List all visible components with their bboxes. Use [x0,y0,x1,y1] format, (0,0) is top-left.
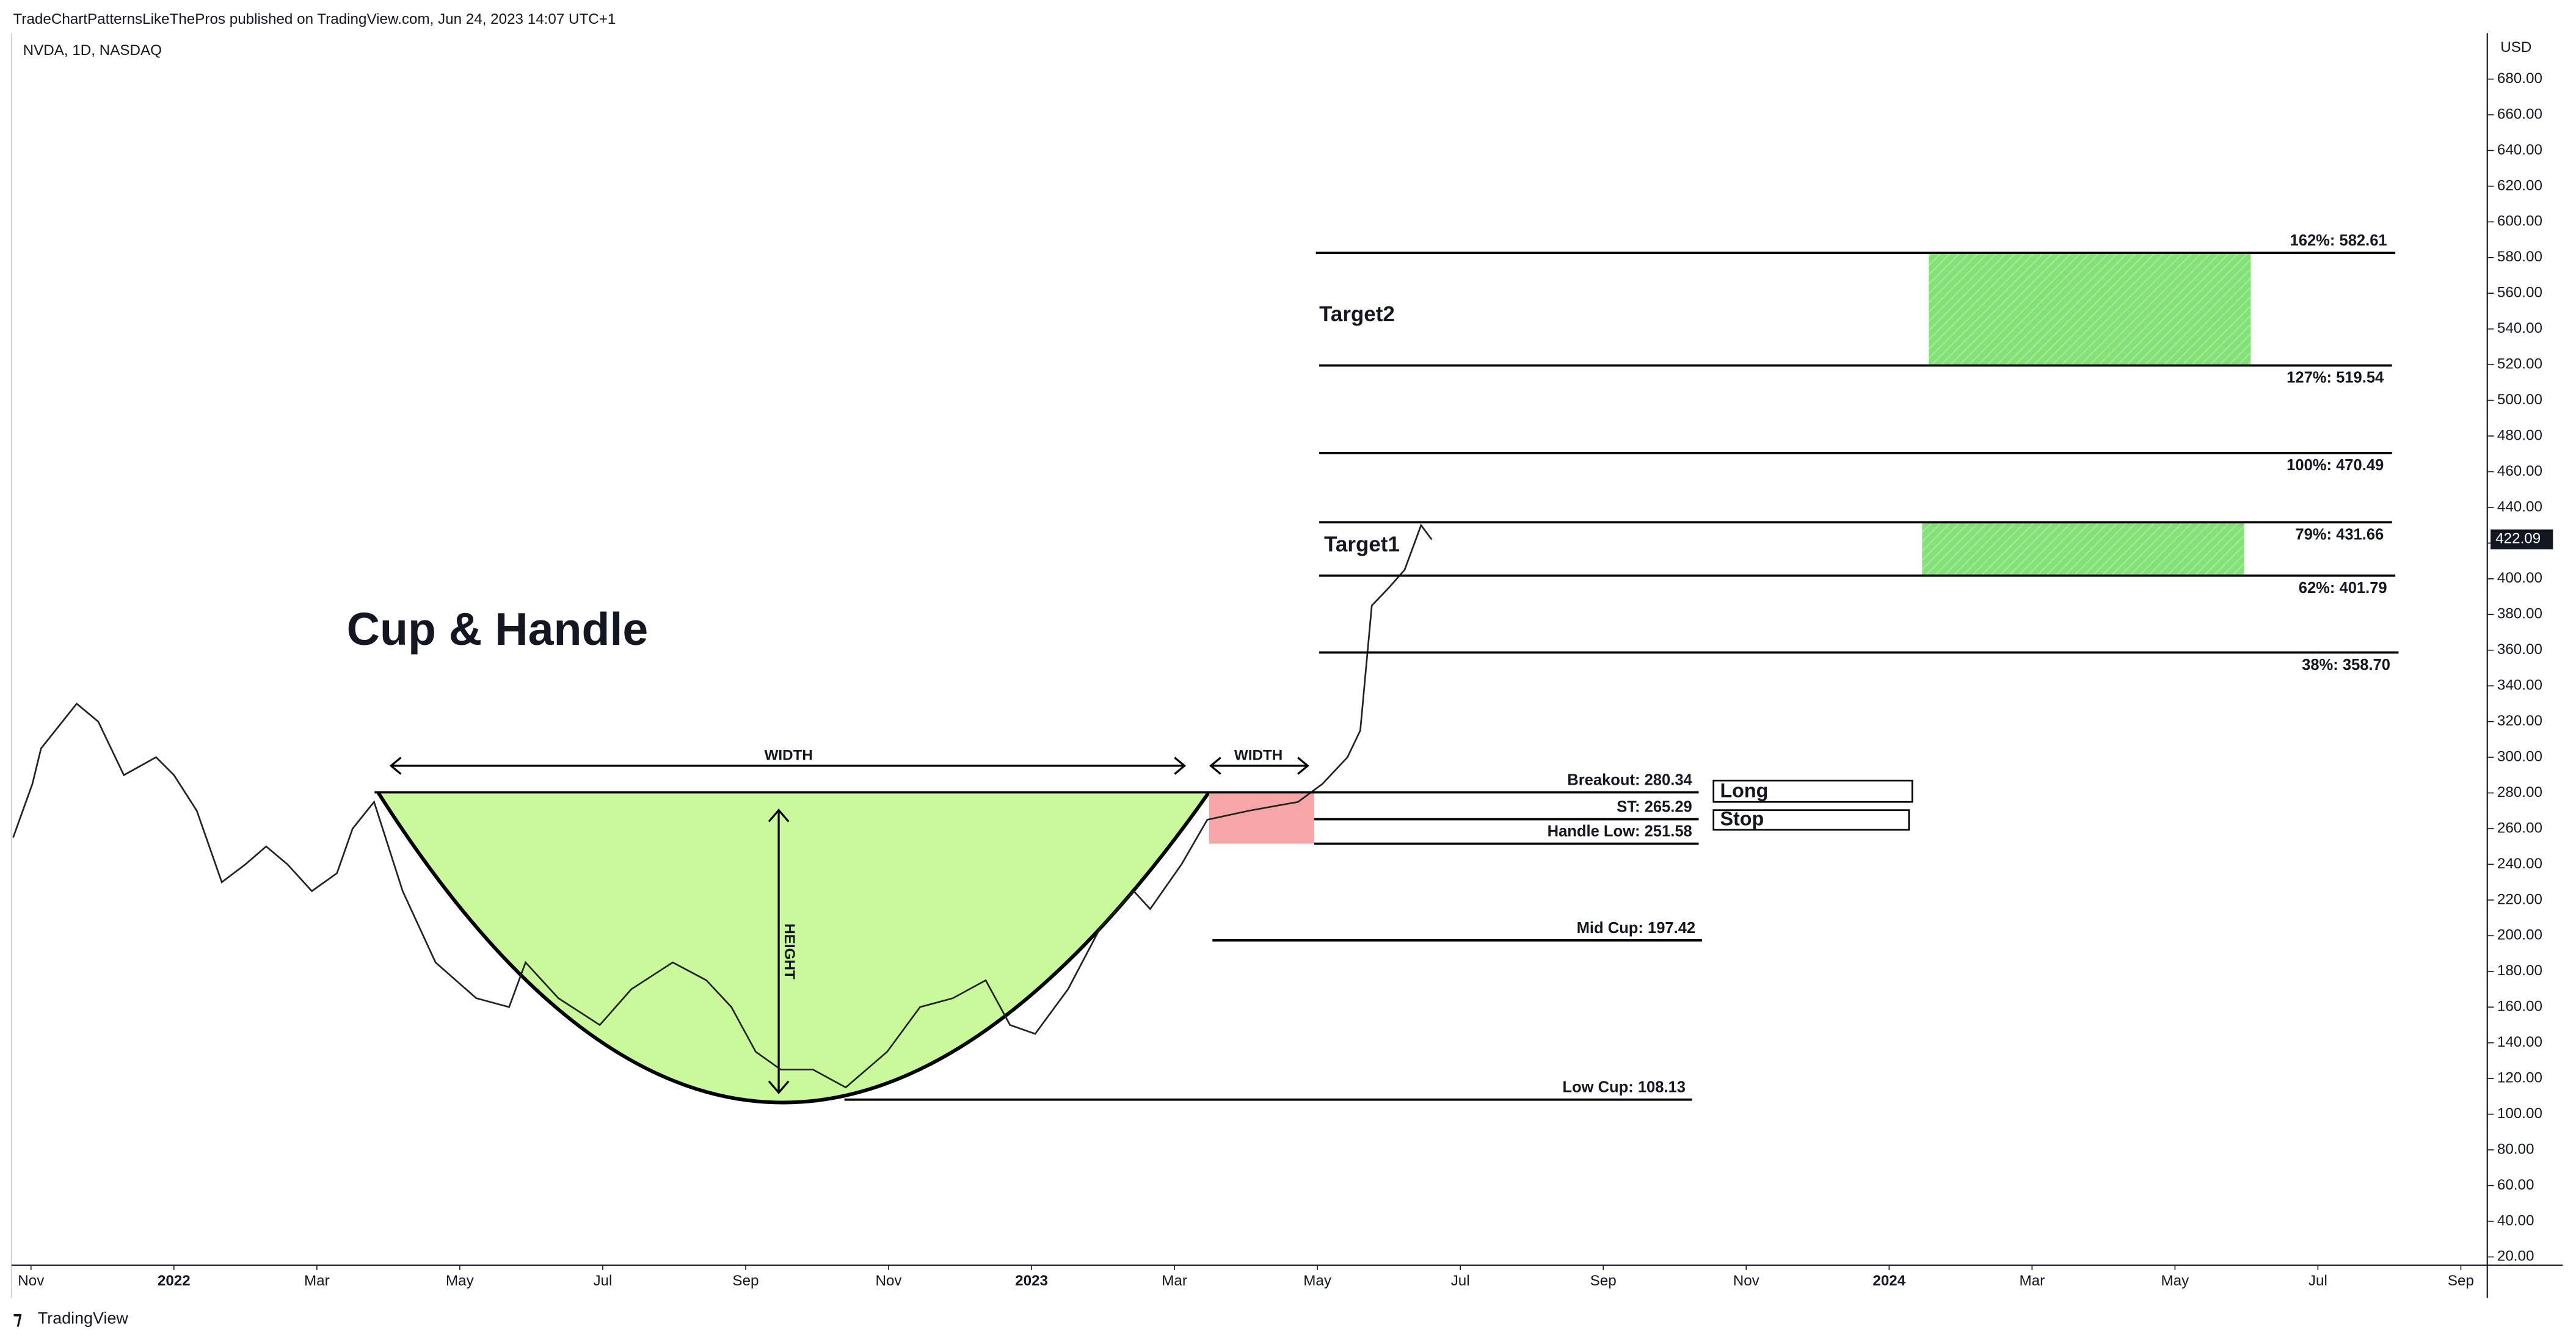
y-tick-label: 40.00 [2497,1212,2534,1229]
y-tick-label: 120.00 [2497,1070,2542,1086]
x-tick-label: 2023 [1015,1273,1048,1289]
x-tick-label: Sep [732,1273,759,1289]
y-tick-label: 340.00 [2497,677,2542,694]
y-tick-label: 500.00 [2497,391,2542,408]
header: TradeChartPatternsLikeThePros published … [13,11,616,27]
y-tick-label: 20.00 [2497,1248,2534,1265]
level-label: Handle Low: 251.58 [1548,823,1692,840]
x-tick-label: Nov [875,1273,902,1289]
y-tick-label: 640.00 [2497,142,2542,158]
y-tick-label: 280.00 [2497,784,2542,801]
x-tick-label: Jul [1451,1273,1470,1289]
symbol: NVDA, 1D, NASDAQ [23,42,162,59]
x-tick-label: Nov [1733,1273,1760,1289]
y-tick-label: 180.00 [2497,962,2542,979]
y-tick-label: 680.00 [2497,70,2542,87]
x-tick-label: May [2161,1273,2189,1289]
fib-label: 127%: 519.54 [2287,369,2384,387]
target-label: Target1 [1324,532,1400,556]
fib-label: 62%: 401.79 [2299,580,2387,597]
target-label: Target2 [1319,302,1395,326]
y-tick-label: 600.00 [2497,213,2542,230]
width-label: WIDTH [1234,747,1283,763]
x-tick-label: 2022 [158,1273,191,1289]
y-tick-label: 260.00 [2497,819,2542,836]
long-label: Long [1720,780,1768,802]
x-tick-label: Mar [1162,1273,1187,1289]
x-tick-label: Jul [593,1273,612,1289]
cup-fill [377,792,1209,1103]
y-tick-label: 580.00 [2497,249,2542,265]
y-tick-label: 200.00 [2497,927,2542,943]
y-tick-label: 100.00 [2497,1105,2542,1122]
y-tick-label: 240.00 [2497,856,2542,872]
height-label: HEIGHT [781,923,798,979]
currency: USD [2500,39,2531,56]
x-tick-label: 2024 [1872,1273,1905,1289]
y-tick-label: 140.00 [2497,1034,2542,1050]
level-label: ST: 265.29 [1617,798,1692,815]
x-tick-label: Sep [2448,1273,2474,1289]
cup-curve [376,791,1211,1105]
target-zone [1922,522,2244,576]
y-tick-label: 540.00 [2497,320,2542,336]
fib-label: 79%: 431.66 [2295,526,2384,543]
y-tick-label: 60.00 [2497,1177,2534,1193]
y-tick-label: 620.00 [2497,177,2542,194]
handle-zone [1209,792,1315,844]
stop-box [1712,809,1910,831]
y-tick-label: 480.00 [2497,427,2542,443]
last-price-label: 422.09 [2495,531,2541,547]
y-tick-label: 80.00 [2497,1141,2534,1157]
y-tick-label: 320.00 [2497,713,2542,729]
fib-label: 38%: 358.70 [2302,656,2390,674]
y-tick-label: 440.00 [2497,498,2542,515]
x-tick-label: May [1303,1273,1332,1289]
y-tick-label: 400.00 [2497,570,2542,586]
y-tick-label: 380.00 [2497,606,2542,622]
level-label: Low Cup: 108.13 [1562,1079,1686,1096]
y-tick-label: 460.00 [2497,463,2542,479]
y-tick-label: 360.00 [2497,641,2542,658]
y-tick-label: 520.00 [2497,356,2542,372]
y-tick-label: 160.00 [2497,998,2542,1015]
y-tick-label: 300.00 [2497,748,2542,765]
x-tick-label: Mar [304,1273,330,1289]
level-label: Breakout: 280.34 [1567,771,1692,788]
x-tick-label: Jul [2309,1273,2327,1289]
stop-label: Stop [1720,807,1764,829]
x-tick-label: Mar [2019,1273,2045,1289]
y-tick-label: 220.00 [2497,891,2542,907]
width-label: WIDTH [765,747,813,763]
x-tick-label: Nov [18,1273,45,1289]
last-price-tag [2490,529,2553,550]
level-label: Mid Cup: 197.42 [1577,920,1695,937]
y-tick-label: 660.00 [2497,106,2542,122]
y-tick-label: 560.00 [2497,285,2542,301]
logo: ⁊ [13,1308,23,1328]
fib-label: 162%: 582.61 [2290,232,2387,249]
footer: TradingView [38,1309,129,1328]
x-tick-label: May [446,1273,475,1289]
arrows [389,757,1309,1094]
price-line [12,523,1433,1089]
fib-label: 100%: 470.49 [2287,457,2384,474]
target-zone [1929,253,2251,366]
x-tick-label: Sep [1590,1273,1617,1289]
long-box [1712,779,1913,803]
title: Cup & Handle [347,603,649,655]
